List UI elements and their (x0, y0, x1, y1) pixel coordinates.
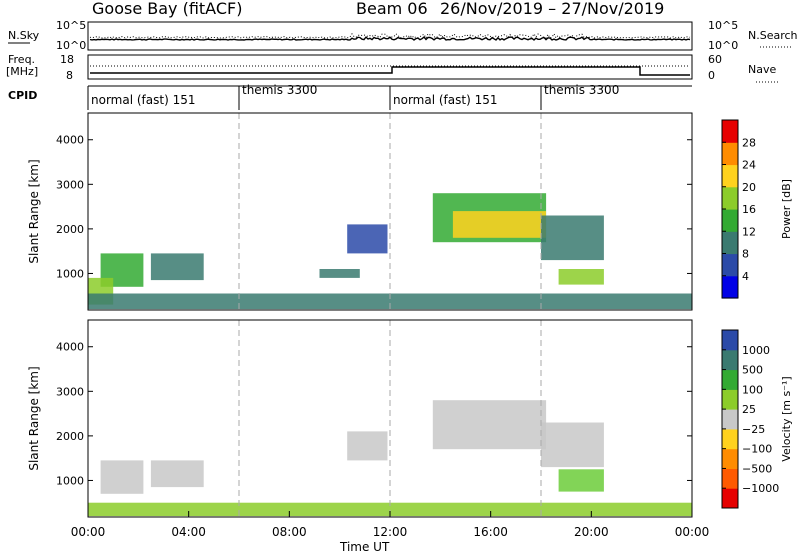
colorbar-swatch (722, 231, 738, 255)
noise-panel: N.Sky 10^5 10^0 10^5 10^0 N.Search (8, 19, 798, 52)
colorbar-tick-label: −100 (742, 443, 772, 456)
echo-region (558, 469, 604, 492)
y-tick-label: 1000 (56, 267, 84, 280)
colorbar-swatch (722, 389, 738, 410)
colorbar-tick-label: −1000 (742, 482, 779, 495)
echo-region (452, 211, 546, 238)
colorbar-tick-label: −25 (742, 423, 765, 436)
colorbar-tick-label: 24 (742, 159, 756, 172)
colorbar-tick-label: 100 (742, 383, 763, 396)
colorbar-tick-label: 16 (742, 203, 756, 216)
nave-tick-top: 60 (708, 53, 722, 66)
colorbar-swatch (722, 428, 738, 450)
cpid-row: CPID normal (fast) 151 themis 3300 normal … (8, 83, 692, 110)
echo-region (150, 460, 204, 488)
noise-sky-trace (89, 36, 691, 41)
colorbar-swatch (722, 142, 738, 166)
beam-label: Beam 06 (356, 0, 428, 18)
x-tick-label: 16:00 (473, 525, 508, 539)
y-axis-label: Slant Range [km] (27, 159, 41, 263)
noise-sky-label: N.Sky (8, 29, 40, 42)
colorbar-label: Velocity [m s⁻¹] (780, 376, 793, 461)
echo-region (558, 269, 604, 285)
station-title: Goose Bay (fitACF) (92, 0, 242, 18)
colorbar-tick-label: 12 (742, 225, 756, 238)
colorbar-swatch (722, 209, 738, 232)
x-axis-label: Time UT (339, 540, 390, 554)
freq-trace (90, 66, 690, 76)
echo-region (541, 422, 604, 468)
y-tick-label: 2000 (56, 430, 84, 443)
colorbar-swatch (722, 186, 738, 210)
echo-region (100, 460, 144, 494)
freq-label: Freq. (8, 53, 35, 66)
y-tick-label: 2000 (56, 223, 84, 236)
colorbar-tick-label: 1000 (742, 344, 770, 357)
freq-tick-top: 18 (60, 53, 74, 66)
velocity-heatmap: 1000 2000 3000 4000 Slant Range [km] (27, 319, 693, 518)
date-range: 26/Nov/2019 – 27/Nov/2019 (440, 0, 664, 18)
time-axis: 00:00 04:00 08:00 12:00 16:00 20:00 00:00 (71, 511, 710, 539)
colorbar-swatch (722, 448, 738, 469)
noise-search-label: N.Search (748, 29, 798, 42)
colorbar-label: Power [dB] (780, 179, 793, 239)
colorbar-tick-label: 28 (742, 136, 756, 149)
colorbar-swatch (722, 349, 738, 371)
colorbar-tick-label: 25 (742, 403, 756, 416)
colorbar-swatch (722, 369, 738, 390)
echo-region (347, 224, 388, 254)
colorbar-tick-label: 500 (742, 364, 763, 377)
x-tick-label: 08:00 (272, 525, 307, 539)
colorbar-tick-label: 8 (742, 248, 749, 261)
y-tick-label: 4000 (56, 341, 84, 354)
x-tick-label: 12:00 (373, 525, 408, 539)
x-tick-label: 00:00 (71, 525, 106, 539)
echo-region (541, 215, 604, 261)
echo-region (150, 253, 204, 281)
colorbar-tick-label: 20 (742, 181, 756, 194)
noise-right-tick-top: 10^5 (708, 19, 738, 32)
nave-label: Nave (748, 63, 776, 76)
echo-region (347, 431, 388, 461)
colorbar-frame (721, 329, 739, 509)
velocity-colorbar: −1000 −500 −100 −25 25 100 500 1000 Velocity [m … (721, 329, 793, 509)
colorbar-tick-label: −500 (742, 462, 772, 475)
echo-region (432, 400, 547, 450)
freq-tick-bottom: 8 (66, 69, 73, 82)
cpid-segment-label: normal (fast) 151 (91, 93, 195, 107)
freq-panel: Freq. [MHz] 18 8 60 0 Nave (6, 53, 780, 83)
colorbar-swatch (722, 275, 738, 299)
cpid-segment-label: themis 3300 (242, 83, 317, 97)
colorbar-swatch (722, 468, 738, 489)
nave-tick-bottom: 0 (708, 69, 715, 82)
cpid-segment-label: normal (fast) 151 (393, 93, 497, 107)
y-tick-label: 3000 (56, 178, 84, 191)
noise-left-tick-bottom: 10^0 (56, 39, 86, 52)
plot-frame (87, 112, 693, 311)
noise-left-tick-top: 10^5 (56, 19, 86, 32)
colorbar-tick-label: 4 (742, 270, 749, 283)
colorbar-swatch (722, 253, 738, 277)
power-heatmap: 1000 2000 3000 4000 Slant Range [km] (27, 112, 693, 311)
colorbar-swatch (722, 120, 738, 143)
colorbar-swatch (722, 164, 738, 188)
colorbar-swatch (722, 409, 738, 430)
colorbar-swatch (722, 488, 738, 509)
freq-unit: [MHz] (6, 65, 38, 78)
power-colorbar: 4 8 12 16 20 24 28 Power [dB] (721, 119, 793, 299)
y-tick-label: 3000 (56, 385, 84, 398)
x-tick-label: 04:00 (171, 525, 206, 539)
y-axis-label: Slant Range [km] (27, 366, 41, 470)
x-tick-label: 00:00 (675, 525, 710, 539)
x-tick-label: 20:00 (574, 525, 609, 539)
cpid-segment-label: themis 3300 (544, 83, 619, 97)
echo-region (319, 269, 360, 278)
y-tick-label: 1000 (56, 474, 84, 487)
y-tick-label: 4000 (56, 134, 84, 147)
colorbar-swatch (722, 330, 738, 351)
cpid-label: CPID (8, 89, 37, 102)
noise-right-tick-bottom: 10^0 (708, 39, 738, 52)
